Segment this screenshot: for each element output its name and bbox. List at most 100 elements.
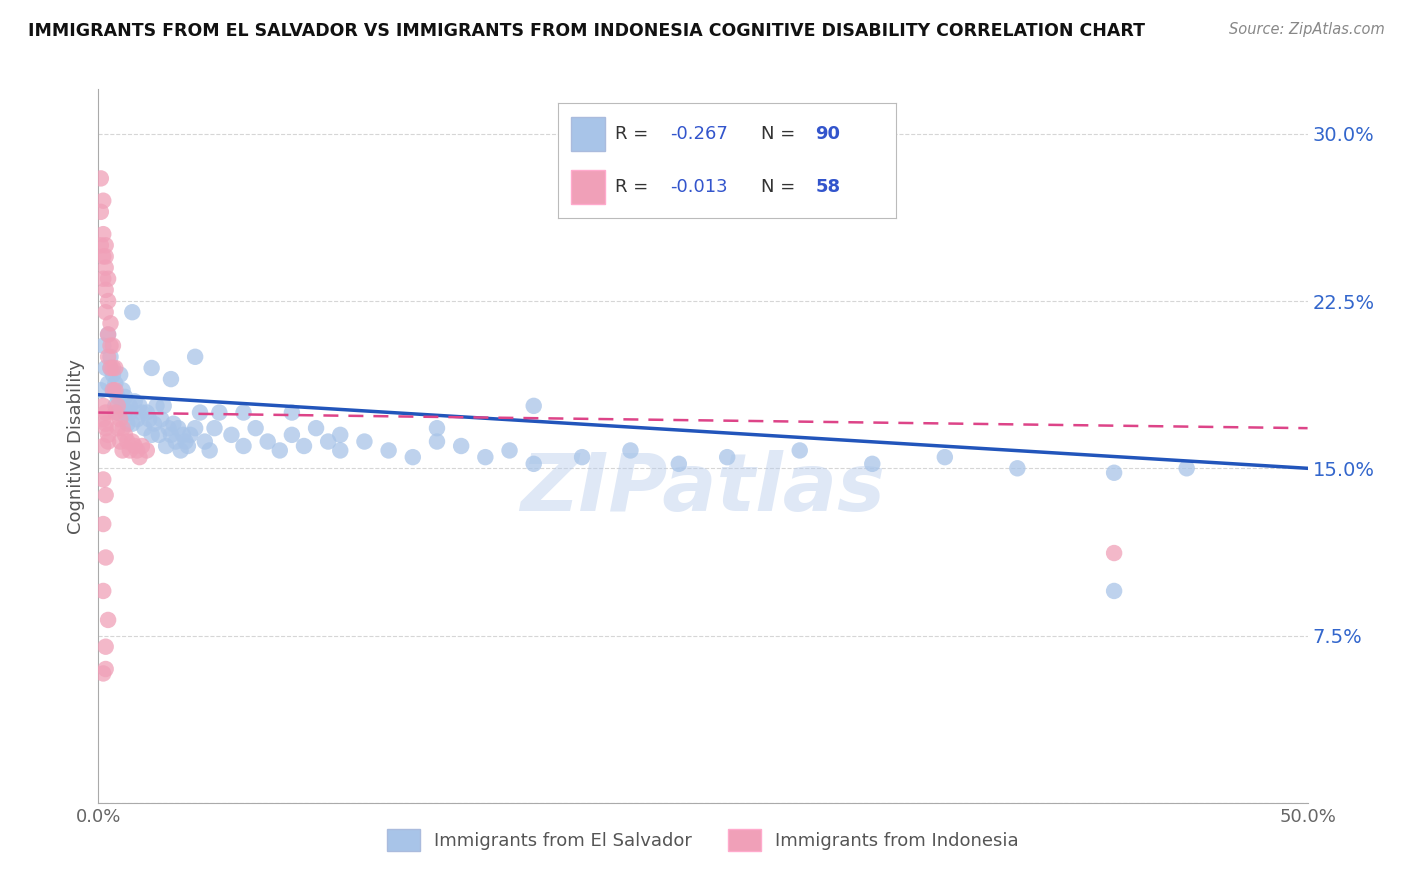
Point [498,443,520,458]
Point [316,434,339,449]
Point [91,666,114,681]
Point [128,399,150,413]
Point [111,384,134,398]
Point [90,238,112,252]
Point [245,421,267,435]
Point [91,249,114,264]
Point [135,443,157,458]
Point [474,450,496,464]
Point [91,271,114,285]
Point [860,457,883,471]
Point [121,417,143,431]
Point [152,399,174,413]
Point [100,360,122,375]
Point [145,399,167,413]
Point [668,457,690,471]
Text: ZIPatlas: ZIPatlas [520,450,886,528]
Point [131,405,153,419]
Point [138,412,160,426]
Point [167,421,190,435]
Point [1175,461,1198,475]
Point [91,194,114,208]
Point [100,316,122,330]
Point [94,249,117,264]
Point [204,421,226,435]
Point [188,405,211,419]
Point [221,427,243,442]
Point [619,443,641,458]
Point [117,417,139,431]
Text: IMMIGRANTS FROM EL SALVADOR VS IMMIGRANTS FROM INDONESIA COGNITIVE DISABILITY CO: IMMIGRANTS FROM EL SALVADOR VS IMMIGRANT… [28,22,1144,40]
Point [177,439,200,453]
Point [169,443,191,458]
Point [90,384,112,398]
Legend: Immigrants from El Salvador, Immigrants from Indonesia: Immigrants from El Salvador, Immigrants … [380,822,1026,858]
Point [97,293,120,308]
Point [101,368,124,382]
Point [90,171,112,186]
Point [107,390,129,404]
Point [97,613,120,627]
Point [97,376,120,391]
Point [101,384,124,398]
Point [1007,461,1029,475]
Point [114,390,136,404]
Point [97,327,120,342]
Point [114,427,136,442]
Point [104,360,127,375]
Point [157,421,180,435]
Point [172,427,194,442]
Point [91,338,114,352]
Point [97,350,120,364]
Point [91,516,114,531]
Point [934,450,956,464]
Point [94,238,117,252]
Point [111,421,134,435]
Point [118,399,141,413]
Point [194,434,217,449]
Point [162,417,184,431]
Point [127,443,149,458]
Point [184,350,207,364]
Point [90,204,112,219]
Point [426,434,449,449]
Point [523,457,546,471]
Point [208,405,231,419]
Point [97,427,120,442]
Point [329,443,352,458]
Point [281,427,304,442]
Point [121,434,143,449]
Point [118,443,141,458]
Point [131,439,153,453]
Point [117,434,139,449]
Point [114,405,136,419]
Point [94,305,117,319]
Point [100,350,122,364]
Point [143,417,166,431]
Point [155,439,177,453]
Point [292,439,315,453]
Point [94,360,117,375]
Point [97,327,120,342]
Point [91,473,114,487]
Point [107,405,129,419]
Point [94,640,117,654]
Point [128,450,150,464]
Point [91,227,114,241]
Point [165,434,187,449]
Point [124,394,146,409]
Point [789,443,811,458]
Point [1102,466,1125,480]
Point [179,427,201,442]
Point [269,443,291,458]
Point [198,443,221,458]
Point [108,368,131,382]
Point [141,360,163,375]
Point [100,338,122,352]
Point [426,421,449,435]
Point [101,360,124,375]
Point [174,434,197,449]
Point [377,443,399,458]
Point [160,427,183,442]
Point [97,434,120,449]
